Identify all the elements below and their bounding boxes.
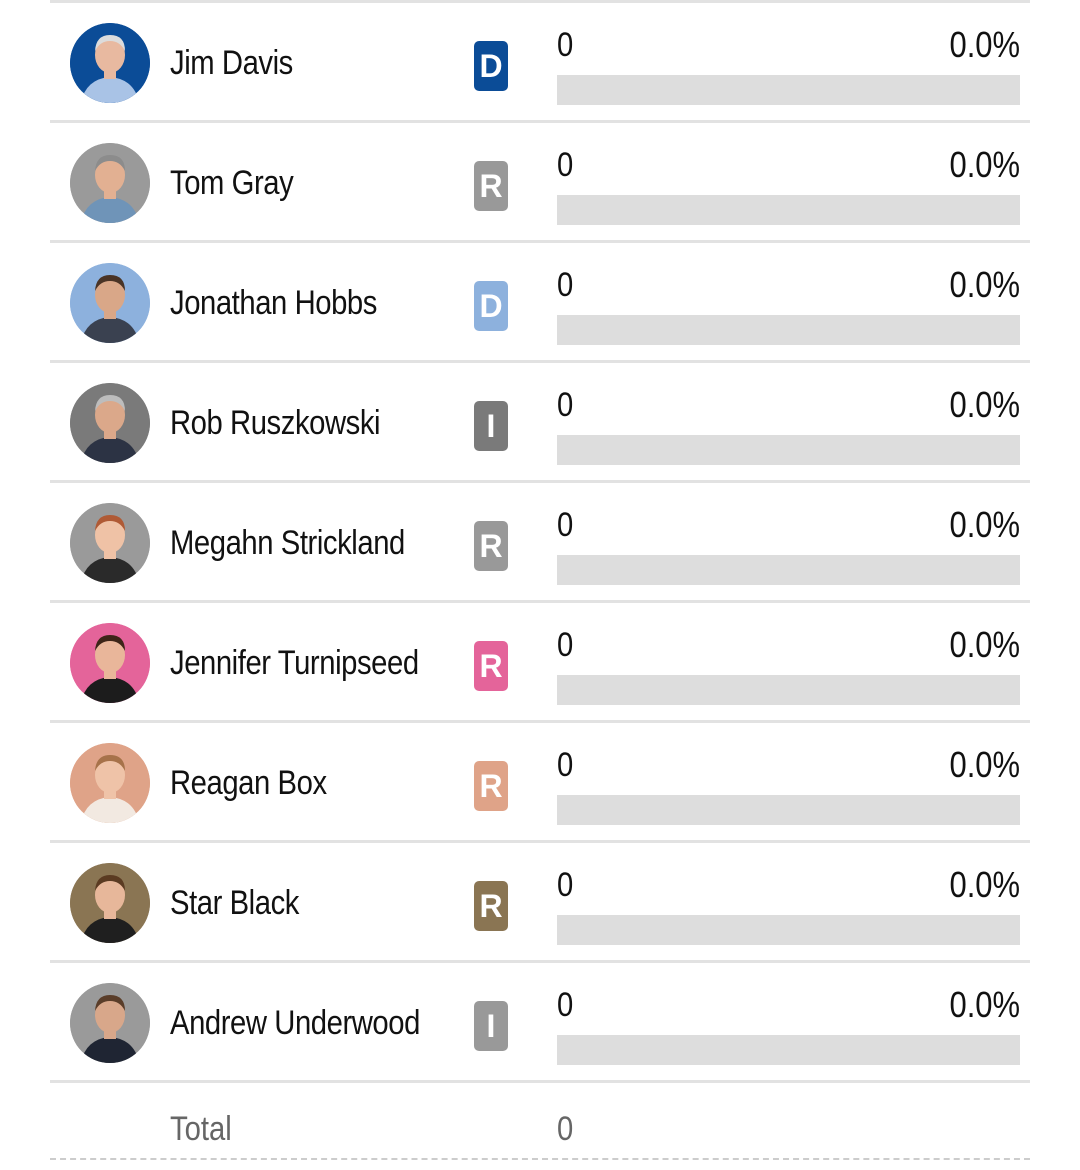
candidate-avatar-icon <box>70 383 150 463</box>
party-badge: R <box>474 761 508 811</box>
candidate-avatar-icon <box>70 143 150 223</box>
party-badge: R <box>474 641 508 691</box>
total-votes: 0 <box>557 1110 574 1148</box>
total-label: Total <box>170 1110 232 1148</box>
party-badge: D <box>474 41 508 91</box>
candidate-name: Tom Gray <box>170 164 294 202</box>
candidate-row: Rob Ruszkowski I 0 0.0% <box>50 360 1030 480</box>
candidate-name: Andrew Underwood <box>170 1004 420 1042</box>
candidate-avatar-icon <box>70 623 150 703</box>
candidate-avatar-icon <box>70 23 150 103</box>
vote-share-bar <box>557 195 1020 225</box>
party-badge: R <box>474 521 508 571</box>
total-row: Total 0 <box>50 1080 1030 1160</box>
candidate-name: Rob Ruszkowski <box>170 404 381 442</box>
party-badge: I <box>474 1001 508 1051</box>
candidate-name: Jennifer Turnipseed <box>170 644 419 682</box>
vote-share-bar <box>557 435 1020 465</box>
vote-share-bar <box>557 75 1020 105</box>
vote-count: 0 <box>557 386 574 424</box>
candidate-row: Andrew Underwood I 0 0.0% <box>50 960 1030 1080</box>
candidate-name: Megahn Strickland <box>170 524 405 562</box>
candidate-avatar-icon <box>70 983 150 1063</box>
vote-count: 0 <box>557 266 574 304</box>
vote-percent: 0.0% <box>949 24 1020 65</box>
vote-count: 0 <box>557 506 574 544</box>
candidate-row: Megahn Strickland R 0 0.0% <box>50 480 1030 600</box>
vote-share-bar <box>557 555 1020 585</box>
candidate-row: Reagan Box R 0 0.0% <box>50 720 1030 840</box>
vote-count: 0 <box>557 626 574 664</box>
candidate-name: Jim Davis <box>170 44 293 82</box>
vote-share-bar <box>557 1035 1020 1065</box>
vote-count: 0 <box>557 746 574 784</box>
candidate-avatar-icon <box>70 743 150 823</box>
vote-share-bar <box>557 795 1020 825</box>
candidate-name: Star Black <box>170 884 299 922</box>
vote-count: 0 <box>557 26 574 64</box>
candidate-row: Tom Gray R 0 0.0% <box>50 120 1030 240</box>
vote-percent: 0.0% <box>949 624 1020 665</box>
vote-count: 0 <box>557 866 574 904</box>
vote-count: 0 <box>557 986 574 1024</box>
vote-percent: 0.0% <box>949 264 1020 305</box>
party-badge: D <box>474 281 508 331</box>
results-table: Jim Davis D 0 0.0% Tom Gray R 0 0.0% Jonathan Ho… <box>50 0 1030 1160</box>
vote-percent: 0.0% <box>949 144 1020 185</box>
vote-percent: 0.0% <box>949 744 1020 785</box>
vote-percent: 0.0% <box>949 384 1020 425</box>
vote-share-bar <box>557 915 1020 945</box>
vote-share-bar <box>557 675 1020 705</box>
candidate-row: Star Black R 0 0.0% <box>50 840 1030 960</box>
vote-count: 0 <box>557 146 574 184</box>
candidate-row: Jonathan Hobbs D 0 0.0% <box>50 240 1030 360</box>
candidate-avatar-icon <box>70 863 150 943</box>
candidate-name: Jonathan Hobbs <box>170 284 377 322</box>
vote-percent: 0.0% <box>949 504 1020 545</box>
candidate-avatar-icon <box>70 263 150 343</box>
vote-percent: 0.0% <box>949 864 1020 905</box>
candidate-row: Jim Davis D 0 0.0% <box>50 0 1030 120</box>
party-badge: I <box>474 401 508 451</box>
party-badge: R <box>474 881 508 931</box>
candidate-name: Reagan Box <box>170 764 327 802</box>
vote-percent: 0.0% <box>949 984 1020 1025</box>
vote-share-bar <box>557 315 1020 345</box>
candidate-row: Jennifer Turnipseed R 0 0.0% <box>50 600 1030 720</box>
party-badge: R <box>474 161 508 211</box>
candidate-avatar-icon <box>70 503 150 583</box>
